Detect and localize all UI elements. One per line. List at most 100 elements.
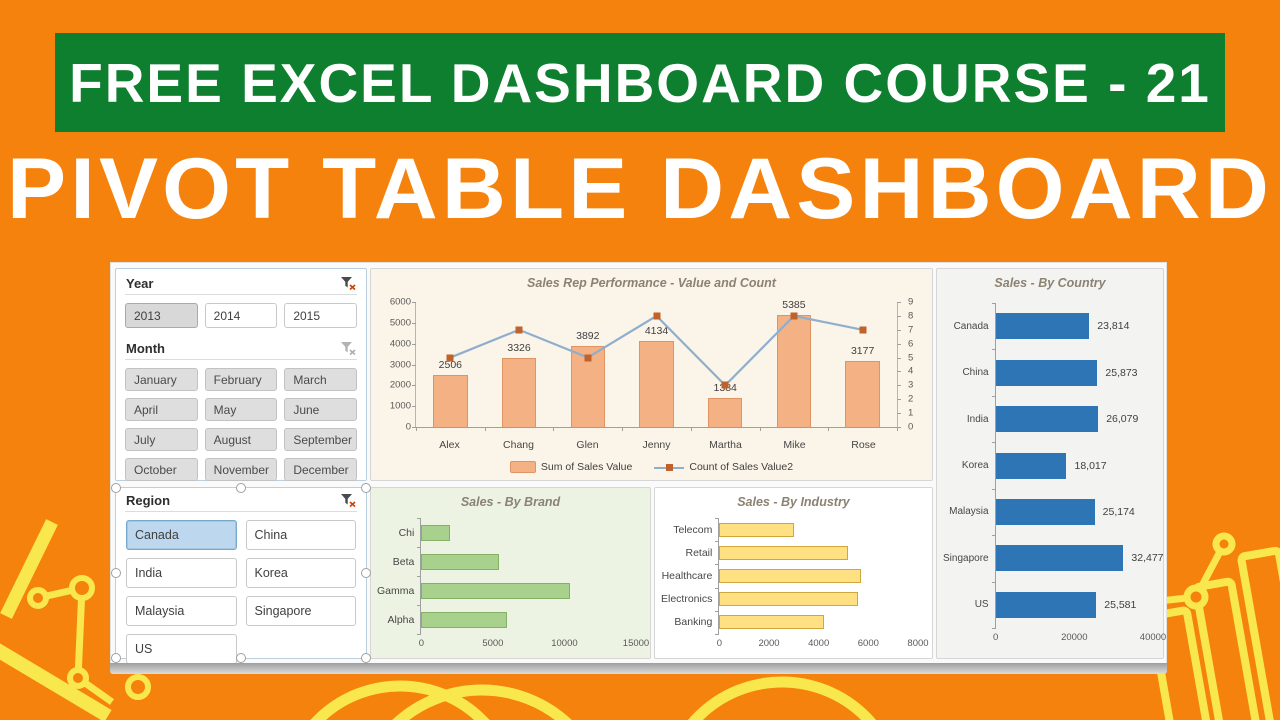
category-label: Mike — [783, 439, 806, 451]
tick-mark — [715, 634, 720, 635]
bar-mike — [776, 314, 812, 427]
slicer-item-august[interactable]: August — [204, 428, 278, 451]
slicer-item-india[interactable]: India — [126, 558, 237, 588]
plot-area: 0 5000 10000 15000 — [417, 518, 649, 649]
selection-handle[interactable] — [111, 653, 121, 663]
bar-malaysia — [995, 498, 1095, 525]
left-axis-tick-label: 5000 — [389, 317, 411, 329]
category-label: Chang — [503, 439, 534, 451]
slicer-item-november[interactable]: November — [204, 458, 278, 481]
slicer-item-april[interactable]: April — [125, 398, 198, 421]
slicer-item-september[interactable]: September — [284, 428, 357, 451]
line-marker-mike — [790, 312, 798, 320]
bar-chang — [501, 357, 537, 427]
x-axis-tick-label: 4000 — [808, 638, 830, 649]
bar-jenny — [639, 340, 674, 427]
line-marker-martha — [721, 381, 729, 389]
region-slicer-header: Region — [116, 488, 366, 511]
slicer-item-2015[interactable]: 2015 — [284, 303, 357, 328]
x-axis-tick-label: 0 — [418, 638, 424, 649]
filter-clear-icon[interactable] — [340, 493, 356, 508]
slicer-item-malaysia[interactable]: Malaysia — [126, 596, 237, 626]
slicer-item-january[interactable]: January — [125, 368, 198, 391]
x-axis-tick-label: 2000 — [758, 638, 780, 649]
selection-handle[interactable] — [236, 653, 246, 663]
selection-handle[interactable] — [361, 568, 371, 578]
line-marker-jenny — [653, 312, 660, 320]
tick-mark — [991, 303, 996, 304]
slicer-item-2013[interactable]: 2013 — [125, 303, 198, 328]
tick-mark — [991, 581, 996, 583]
tick-mark — [412, 406, 416, 408]
selection-handle[interactable] — [236, 483, 246, 493]
category-labels: Canada China India Korea Malaysia Singapore US — [943, 303, 995, 628]
bar-healthcare — [719, 569, 861, 583]
selection-handle[interactable] — [361, 483, 371, 493]
bar-china — [995, 359, 1098, 386]
category-label: Gamma — [377, 584, 415, 597]
bar-alpha — [421, 611, 508, 628]
category-label: Rose — [851, 439, 876, 451]
slicer-item-2014[interactable]: 2014 — [204, 303, 278, 328]
slicer-item-october[interactable]: October — [125, 458, 198, 481]
slicer-item-us[interactable]: US — [126, 634, 237, 664]
right-axis-tick-label: 0 — [908, 421, 914, 433]
selection-handle[interactable] — [361, 653, 371, 663]
x-axis-tick-label: 0 — [992, 632, 999, 643]
selection-handle[interactable] — [111, 483, 121, 493]
legend-label: Sum of Sales Value — [540, 461, 633, 473]
tick-mark — [417, 605, 422, 606]
tick-mark — [417, 634, 422, 635]
slicer-item-june[interactable]: June — [284, 398, 357, 421]
category-label: Beta — [392, 555, 415, 568]
filter-clear-icon[interactable] — [340, 276, 356, 291]
tick-mark — [897, 315, 901, 317]
data-label: 25,174 — [1102, 505, 1135, 518]
data-label: 25,873 — [1105, 366, 1138, 379]
tick-mark — [759, 427, 761, 431]
category-label: Korea — [961, 459, 989, 471]
filter-disabled-icon[interactable] — [340, 341, 356, 356]
tick-mark — [991, 349, 996, 351]
slicer-item-december[interactable]: December — [284, 458, 357, 481]
category-label: China — [962, 367, 989, 379]
tick-mark — [553, 427, 555, 431]
slicer-item-july[interactable]: July — [125, 428, 198, 451]
chart-sales-by-industry: Sales - By Industry Telecom Retail Healthc… — [654, 487, 933, 659]
category-label: Telecom — [673, 523, 713, 536]
slicer-item-canada[interactable]: Canada — [126, 520, 237, 550]
right-axis-tick-label: 9 — [908, 296, 914, 308]
left-axis-tick-label: 3000 — [389, 359, 411, 370]
bar-telecom — [719, 522, 794, 537]
category-label: Electronics — [661, 593, 713, 606]
slicer-item-february[interactable]: February — [204, 368, 278, 391]
course-banner-text: FREE EXCEL DASHBOARD COURSE - 21 — [69, 51, 1211, 114]
selection-handle[interactable] — [111, 568, 121, 578]
category-label: Canada — [953, 320, 989, 332]
right-axis-tick-label: 6 — [908, 338, 914, 350]
category-label: Alex — [439, 439, 460, 451]
line-swatch — [654, 463, 685, 471]
tick-mark — [991, 488, 996, 490]
data-label: 26,079 — [1106, 413, 1139, 426]
slicer-item-korea[interactable]: Korea — [245, 558, 356, 588]
legend-item-line: Count of Sales Value2 — [654, 461, 793, 473]
plot-body: Telecom Retail Healthcare Electronics Bankin… — [661, 518, 929, 649]
tick-mark — [715, 518, 720, 519]
category-label: Banking — [674, 616, 713, 629]
bar-banking — [719, 615, 824, 630]
bar-beta — [421, 553, 499, 570]
combo-plot-area: 2506332638924134138453853177 — [412, 299, 901, 431]
year-slicer-items: 2013 2014 2015 — [116, 295, 366, 336]
slicer-item-may[interactable]: May — [204, 398, 278, 421]
slicer-item-china[interactable]: China — [245, 520, 356, 550]
tick-mark — [412, 364, 416, 366]
slicer-item-singapore[interactable]: Singapore — [245, 596, 356, 626]
month-slicer-header: Month — [116, 336, 366, 359]
right-axis-tick-label: 5 — [908, 352, 914, 364]
bar-korea — [995, 452, 1067, 479]
x-axis-tick-label: 5000 — [482, 638, 504, 649]
left-value-axis: 0 1000 2000 3000 4000 5000 6000 — [377, 297, 411, 433]
slicer-item-march[interactable]: March — [284, 368, 357, 391]
